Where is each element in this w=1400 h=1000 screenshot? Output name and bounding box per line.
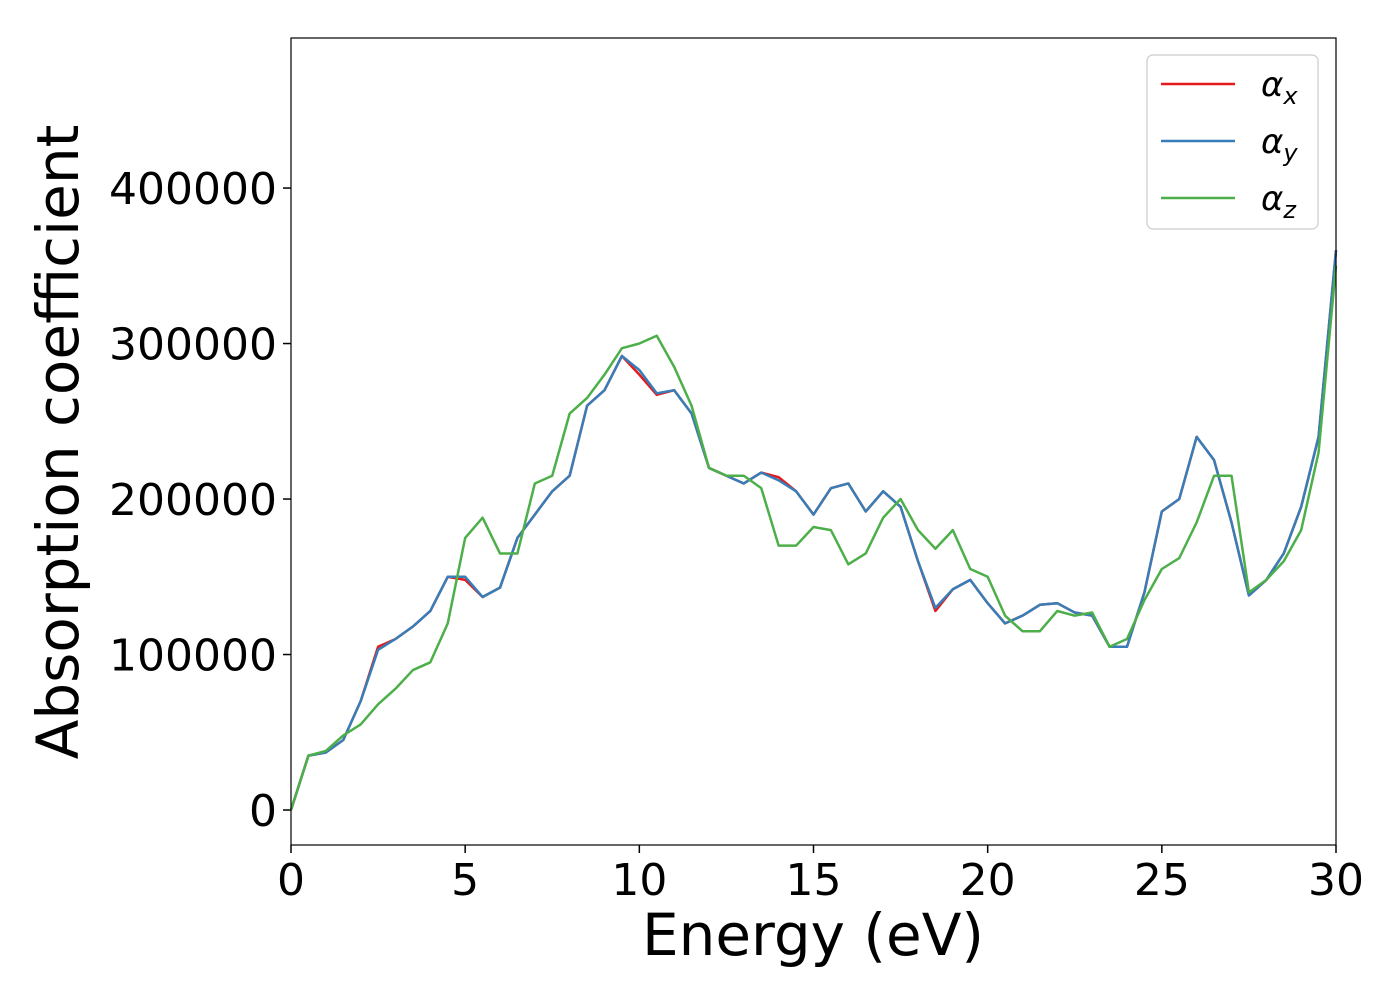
x-tick-label: 15 [786, 855, 842, 906]
legend-label: αz [1261, 179, 1297, 224]
x-tick-label: 25 [1134, 855, 1190, 906]
x-tick-label: 30 [1308, 855, 1364, 906]
plot-frame [290, 37, 1337, 846]
data-line [289, 250, 1338, 811]
x-axis-label: Energy (eV) [642, 901, 984, 969]
y-tick-label: 400000 [109, 164, 277, 215]
legend-label: αx [1261, 65, 1298, 110]
legend-label: αy [1261, 122, 1298, 167]
data-line [289, 250, 1338, 811]
data-line [289, 265, 1338, 811]
y-tick-label: 200000 [109, 475, 277, 526]
x-tick-label: 5 [451, 855, 479, 906]
y-tick-label: 0 [249, 786, 277, 837]
y-tick-label: 100000 [109, 631, 277, 682]
y-axis-label: Absorption coefficient [24, 125, 92, 760]
x-tick-label: 10 [611, 855, 667, 906]
x-tick-label: 20 [960, 855, 1016, 906]
legend: αx αy αz [1146, 54, 1319, 230]
y-tick-label: 300000 [109, 320, 277, 371]
x-tick-label: 0 [277, 855, 305, 906]
